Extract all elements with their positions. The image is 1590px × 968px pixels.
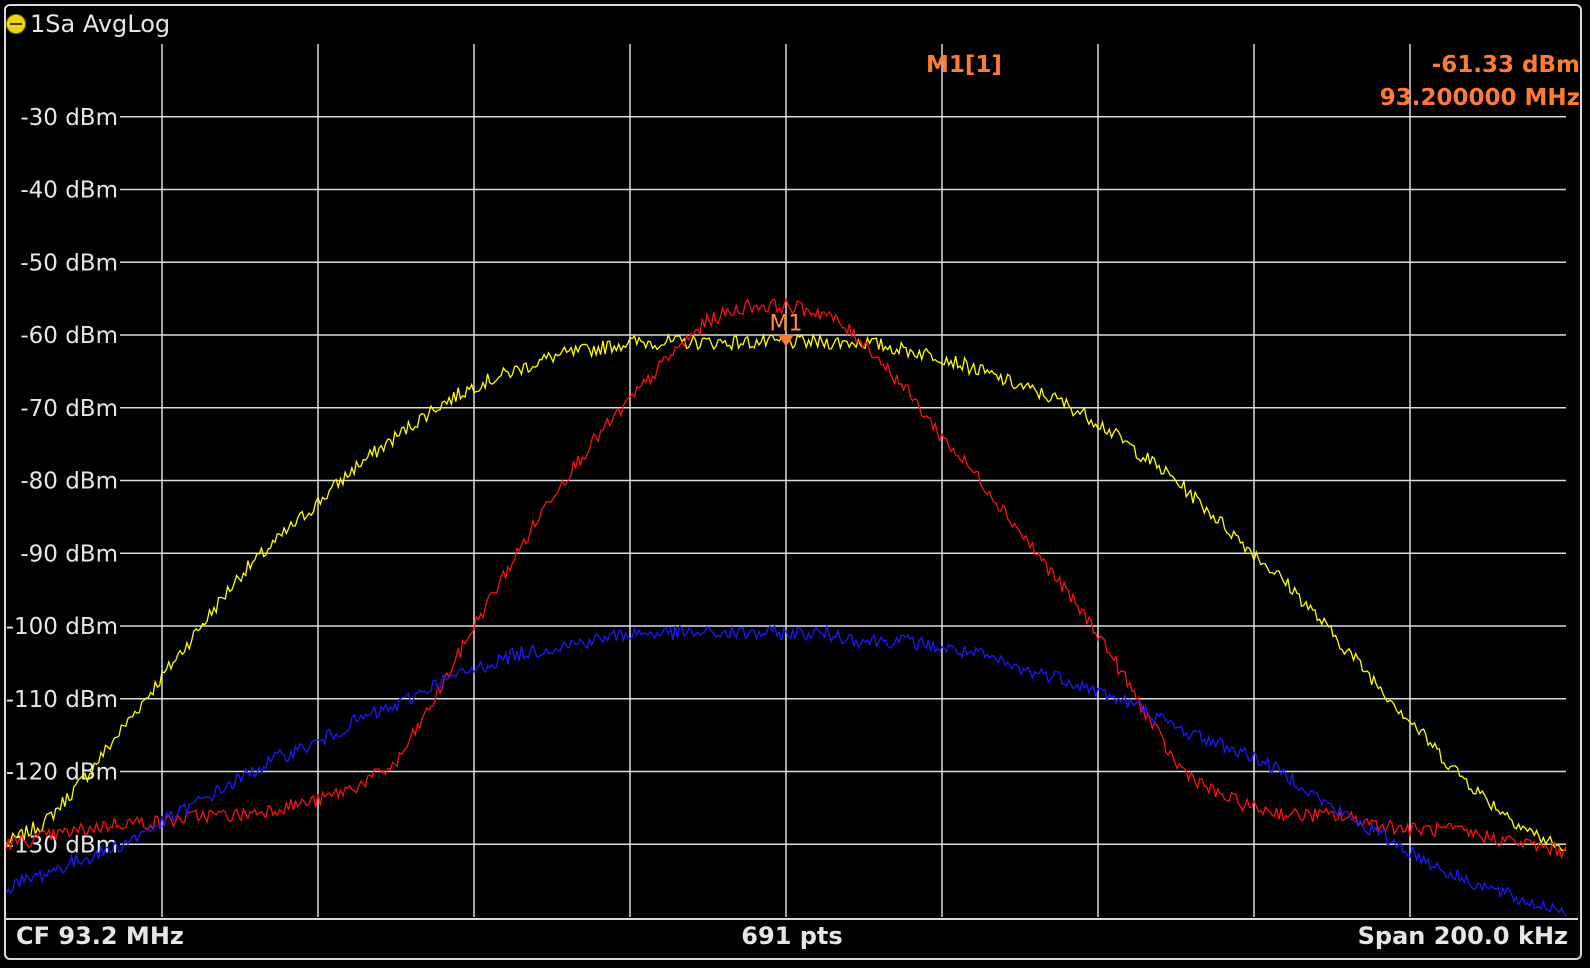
marker-label: M1[1] (926, 52, 1002, 78)
marker-frequency: 93.200000 MHz (1380, 85, 1580, 111)
spectrum-window (4, 4, 1582, 960)
y-axis-ticks: -30 dBm -40 dBm -50 dBm -60 dBm -70 dBm -80 d… (6, 105, 118, 859)
center-frequency: CF 93.2 MHz (16, 922, 184, 950)
y-tick-label: -70 dBm (20, 396, 118, 422)
sweep-points: 691 pts (741, 922, 843, 950)
trace-3 (5, 623, 1567, 917)
y-tick-label: -90 dBm (20, 541, 118, 567)
y-tick-label: -120 dBm (6, 760, 118, 786)
y-tick-label: -60 dBm (20, 323, 118, 349)
frequency-span: Span 200.0 kHz (1357, 922, 1568, 950)
window-title: 1Sa AvgLog (30, 10, 171, 38)
trace-2 (5, 297, 1567, 860)
y-tick-label: -40 dBm (20, 178, 118, 204)
marker-m1[interactable]: M1 (770, 312, 803, 347)
marker-plot-label: M1 (770, 312, 803, 337)
grid (120, 44, 1566, 917)
y-tick-label: -110 dBm (6, 687, 118, 713)
window-titlebar: 1Sa AvgLog (6, 6, 170, 42)
status-footer: CF 93.2 MHz 691 pts Span 200.0 kHz (6, 918, 1578, 954)
y-tick-label: -30 dBm (20, 105, 118, 131)
marker-value: -61.33 dBm (1432, 52, 1580, 78)
trace-indicator-icon[interactable] (6, 14, 26, 34)
y-tick-label: -80 dBm (20, 469, 118, 495)
marker-triangle-icon (778, 334, 794, 347)
y-tick-label: -50 dBm (20, 250, 118, 276)
y-tick-label: -100 dBm (6, 614, 118, 640)
